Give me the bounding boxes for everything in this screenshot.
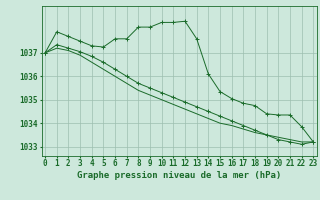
X-axis label: Graphe pression niveau de la mer (hPa): Graphe pression niveau de la mer (hPa) [77,171,281,180]
